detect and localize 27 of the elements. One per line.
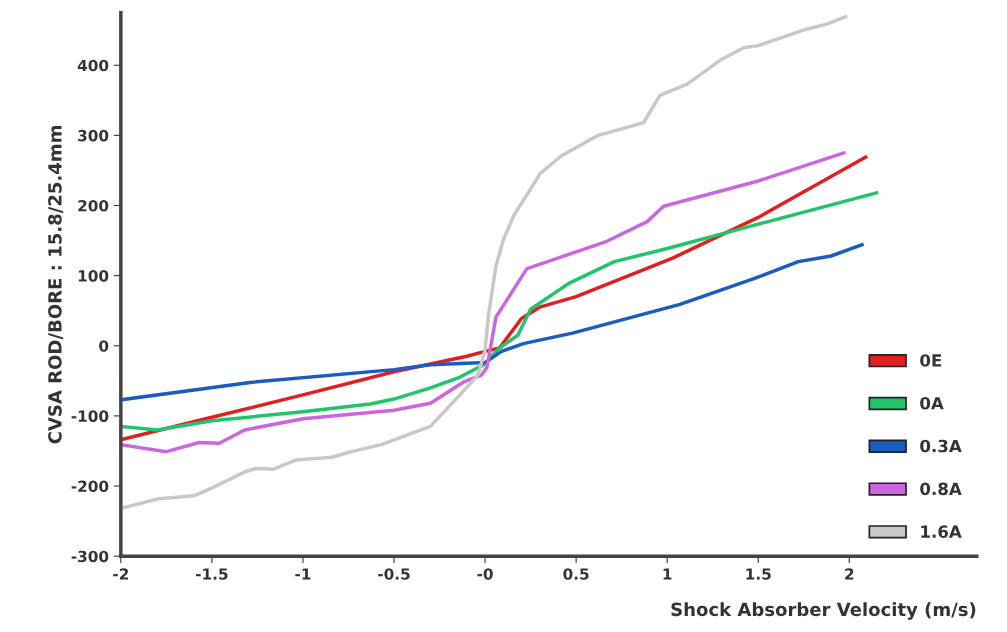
y-tick-label: -300 — [71, 550, 109, 563]
x-axis-title: Shock Absorber Velocity (m/s) — [671, 602, 976, 620]
legend-label: 0A — [920, 396, 944, 410]
y-tick-label: 200 — [78, 199, 109, 212]
legend-label: 0.3A — [920, 439, 962, 453]
y-tick-label: -100 — [71, 410, 109, 422]
line-series — [120, 243, 864, 402]
y-axis-title: CVSA ROD/BORE : 15.8/25.4mm — [48, 125, 64, 444]
y-tick-label: 100 — [78, 270, 109, 282]
y-tick-label: 0 — [99, 340, 109, 352]
x-tick-label: -1 — [295, 568, 311, 580]
y-tick-label: 400 — [77, 59, 109, 72]
x-tick-label: 0.5 — [563, 568, 589, 580]
legend-label: 0E — [920, 354, 942, 367]
x-tick-label: -0.5 — [378, 568, 410, 580]
legend-label: 0.8A — [920, 482, 962, 496]
x-tick-label: -1.5 — [196, 568, 228, 580]
line-series — [120, 15, 848, 511]
legend-label: 1.6A — [921, 525, 962, 538]
x-tick-label: -0 — [477, 568, 493, 580]
y-tick-label: 300 — [78, 129, 109, 142]
x-tick-label: 1 — [663, 568, 672, 580]
y-tick-label: -200 — [71, 480, 109, 493]
x-tick-label: 1.5 — [746, 568, 771, 580]
x-tick-label: 2 — [845, 568, 854, 580]
x-tick-label: -2 — [113, 568, 128, 580]
line-series — [120, 191, 879, 432]
